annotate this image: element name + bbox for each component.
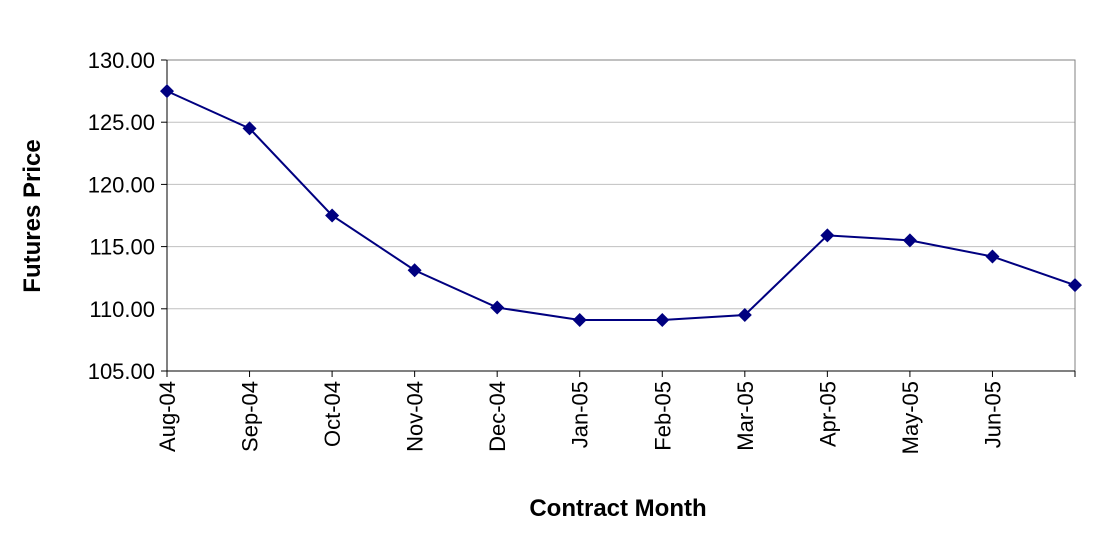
y-tick-label: 115.00 xyxy=(89,235,155,260)
x-tick-label: Feb-05 xyxy=(650,381,675,451)
x-tick-label: Apr-05 xyxy=(815,381,840,447)
line xyxy=(166,90,1076,321)
y-tick-label: 125.00 xyxy=(88,110,155,135)
marker xyxy=(902,233,917,248)
marker xyxy=(160,84,174,99)
x-tick-label: Mar-05 xyxy=(733,381,758,451)
y-tick-label: 110.00 xyxy=(89,297,155,322)
marker xyxy=(572,312,587,327)
marker xyxy=(407,263,422,278)
marker xyxy=(325,208,340,223)
marker xyxy=(737,308,752,323)
y-tick-label: 120.00 xyxy=(88,172,155,197)
x-axis-title: Contract Month xyxy=(529,495,706,522)
x-tick-label: Oct-04 xyxy=(320,381,345,447)
x-tick-label: Jan-05 xyxy=(568,381,593,448)
plot-border xyxy=(166,59,1076,372)
y-tick-label: 105.00 xyxy=(88,359,155,384)
y-axis-title: Futures Price xyxy=(19,139,46,292)
x-tick-label: May-05 xyxy=(898,381,923,454)
marker xyxy=(820,228,835,243)
marker xyxy=(490,300,505,315)
x-tick-label: Dec-04 xyxy=(485,381,510,452)
marker xyxy=(1068,278,1082,293)
marker xyxy=(655,312,670,327)
x-tick-label: Nov-04 xyxy=(403,381,428,452)
x-tick-label: Aug-04 xyxy=(155,381,180,452)
marker xyxy=(242,121,257,136)
x-tick-label: Sep-04 xyxy=(238,381,263,452)
marker xyxy=(985,249,1000,264)
y-tick-label: 130.00 xyxy=(88,48,155,73)
x-tick-label: Jun-05 xyxy=(980,381,1005,448)
